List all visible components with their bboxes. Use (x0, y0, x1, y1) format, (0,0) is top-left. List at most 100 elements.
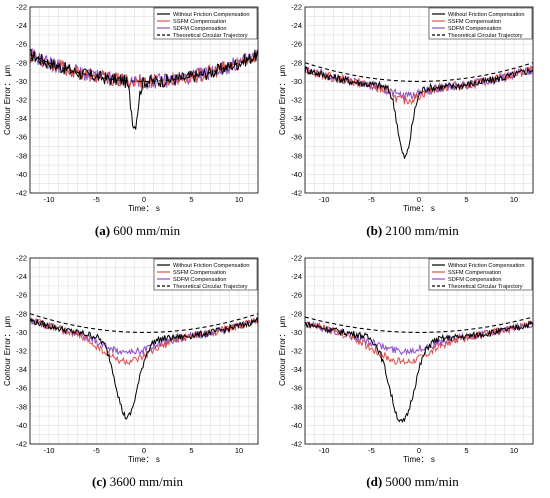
legend-box (428, 258, 533, 291)
x-tick-label: 5 (189, 195, 193, 204)
plot-frame (29, 257, 259, 445)
y-tick-label: -22 (16, 254, 27, 263)
chart-panel-d: -10 -5 0 5 10 -22 -24 -26 -28 -30 -32 -34 -36 -38 -40 -… (278, 254, 534, 464)
y-tick-label: -26 (291, 291, 302, 300)
y-tick-label: -38 (16, 402, 27, 411)
caption-text: 5000 mm/min (385, 474, 459, 489)
chart-panel-a: -10 -5 0 5 10 -22 -24 -26 -28 -30 -32 -34 -36 -38 -40 -… (3, 3, 259, 213)
x-tick-label: 5 (189, 446, 193, 455)
x-tick-label: 0 (142, 195, 146, 204)
y-tick-label: -28 (16, 309, 27, 318)
x-axis-label: Time： s (403, 204, 435, 213)
x-tick-label: 0 (417, 446, 421, 455)
legend-label: Theoretical Circular Trajectory (173, 284, 248, 290)
y-tick-label: -26 (16, 291, 27, 300)
legend-label: Theoretical Circular Trajectory (448, 284, 523, 290)
y-tick-label: -28 (16, 58, 27, 67)
y-tick-label: -32 (291, 347, 302, 356)
series-line-without-friction (29, 49, 259, 130)
y-tick-label: -30 (291, 77, 302, 86)
legend-box (428, 7, 533, 40)
y-tick-label: -34 (291, 365, 302, 374)
y-tick-label: -42 (16, 440, 27, 449)
caption-letter: (c) (92, 474, 107, 489)
series-line-without-friction (29, 316, 259, 420)
y-tick-label: -28 (291, 309, 302, 318)
y-tick-label: -24 (16, 272, 27, 281)
plot-frame (29, 6, 259, 194)
x-tick-label: -5 (93, 195, 100, 204)
x-tick-label: 0 (417, 195, 421, 204)
legend-label: SSFM Compensation (448, 19, 501, 25)
y-tick-label: -42 (291, 189, 302, 198)
caption-letter: (b) (366, 223, 383, 238)
x-tick-label: 5 (464, 195, 468, 204)
y-tick-label: -28 (291, 58, 302, 67)
legend-label: Without Friction Compensation (173, 263, 249, 269)
plot-frame (304, 257, 534, 445)
y-tick-label: -42 (16, 189, 27, 198)
y-tick-label: -36 (291, 384, 302, 393)
y-tick-label: -24 (16, 21, 27, 30)
caption-d: (d) 5000 mm/min (275, 474, 550, 490)
y-tick-label: -38 (291, 151, 302, 160)
y-tick-label: -26 (16, 40, 27, 49)
x-tick-label: -5 (368, 195, 375, 204)
caption-a: (a) 600 mm/min (0, 223, 275, 239)
legend-box (153, 258, 258, 291)
legend-label: Without Friction Compensation (448, 12, 524, 18)
series-line-theoretical (29, 313, 259, 333)
chart-panel-c: -10 -5 0 5 10 -22 -24 -26 -28 -30 -32 -34 -36 -38 -40 -… (3, 254, 259, 464)
y-axis-label: Contour Error： μm (3, 65, 12, 135)
x-axis-label: Time： s (128, 455, 160, 464)
legend-label: Without Friction Compensation (173, 12, 249, 18)
x-tick-label: -10 (319, 446, 330, 455)
y-tick-label: -34 (16, 365, 27, 374)
x-axis-label: Time： s (403, 455, 435, 464)
legend-label: SSFM Compensation (173, 270, 226, 276)
y-tick-label: -30 (16, 77, 27, 86)
series-line-ssfm (304, 320, 534, 365)
x-tick-label: -10 (44, 195, 55, 204)
legend-label: SDFM Compensation (173, 277, 226, 283)
y-tick-label: -22 (291, 3, 302, 12)
x-tick-label: -10 (44, 446, 55, 455)
x-tick-label: -10 (319, 195, 330, 204)
caption-letter: (a) (94, 223, 111, 238)
y-tick-label: -24 (291, 272, 302, 281)
x-tick-label: 10 (235, 195, 243, 204)
legend-label: Without Friction Compensation (448, 263, 524, 269)
y-tick-label: -36 (16, 133, 27, 142)
legend-label: SSFM Compensation (448, 270, 501, 276)
legend-label: SSFM Compensation (173, 19, 226, 25)
legend-label: Theoretical Circular Trajectory (448, 33, 523, 39)
y-tick-label: -32 (16, 347, 27, 356)
legend-label: SDFM Compensation (173, 26, 226, 32)
legend-label: Theoretical Circular Trajectory (173, 33, 248, 39)
y-tick-label: -34 (291, 114, 302, 123)
y-tick-label: -38 (16, 151, 27, 160)
y-tick-label: -30 (291, 328, 302, 337)
x-tick-label: 10 (510, 446, 518, 455)
caption-text: 2100 mm/min (385, 223, 459, 238)
y-tick-label: -40 (291, 170, 302, 179)
y-tick-label: -40 (16, 170, 27, 179)
legend-label: SDFM Compensation (448, 277, 501, 283)
y-axis-label: Contour Error： μm (3, 316, 12, 386)
y-tick-label: -22 (291, 254, 302, 263)
plot-frame (304, 6, 534, 194)
y-tick-label: -26 (291, 40, 302, 49)
series-line-without-friction (304, 65, 534, 159)
y-tick-label: -32 (16, 96, 27, 105)
x-tick-label: -5 (93, 446, 100, 455)
y-axis-label: Contour Error： μm (278, 65, 287, 135)
y-tick-label: -30 (16, 328, 27, 337)
x-tick-label: -5 (368, 446, 375, 455)
x-tick-label: 0 (142, 446, 146, 455)
y-tick-label: -40 (16, 421, 27, 430)
series-line-ssfm (304, 65, 534, 106)
legend-label: SDFM Compensation (448, 26, 501, 32)
